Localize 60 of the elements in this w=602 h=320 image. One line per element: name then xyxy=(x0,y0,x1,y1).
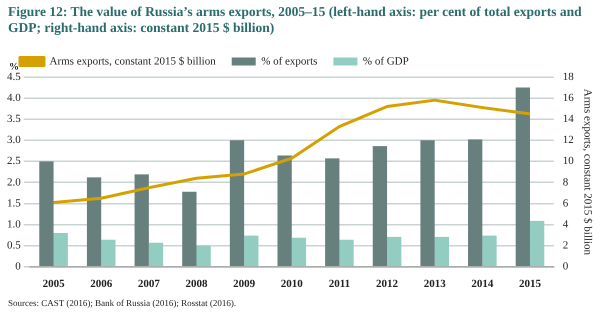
chart-title: Figure 12: The value of Russia’s arms exports, 2005–15 (left-hand axis: per cent of total exports and GDP; right-hand axis: constant 2015 $ billion) xyxy=(7,3,583,36)
bar xyxy=(292,238,306,266)
y-axis-title: % xyxy=(9,62,19,73)
y-tick-label: 4.0 xyxy=(7,92,22,104)
x-tick-label: 2007 xyxy=(138,278,160,290)
bar xyxy=(325,158,340,266)
bar xyxy=(54,233,68,266)
x-tick-label: 2010 xyxy=(280,278,304,290)
x-tick-label: 2005 xyxy=(42,278,66,290)
bar xyxy=(339,240,354,266)
bar xyxy=(230,140,244,266)
y-tick-label: 0 xyxy=(15,260,22,273)
bar xyxy=(482,236,497,266)
legend-label: Arms exports, constant 2015 $ billion xyxy=(50,55,216,68)
x-tick-label: 2009 xyxy=(233,278,256,290)
y2-tick-label: 2 xyxy=(562,240,568,252)
bar xyxy=(434,236,449,266)
x-tick-label: 2006 xyxy=(90,278,113,290)
y-tick-label: 3.5 xyxy=(7,113,22,126)
x-tick-label: 2015 xyxy=(518,278,542,290)
y2-tick-label: 6 xyxy=(562,197,569,210)
y2-tick-label: 0 xyxy=(562,260,569,273)
bar xyxy=(244,236,258,266)
y-tick-label: 0.5 xyxy=(7,240,22,252)
y-tick-label: 1.0 xyxy=(7,218,22,231)
y2-tick-label: 14 xyxy=(562,113,574,126)
x-tick-label: 2012 xyxy=(376,278,399,290)
y2-axis-title: Arms exports, constant 2015 $ billion xyxy=(582,88,594,256)
x-tick-label: 2014 xyxy=(471,278,494,290)
bar xyxy=(39,161,54,266)
bar xyxy=(182,192,196,266)
bar xyxy=(516,88,530,266)
bar xyxy=(196,246,211,266)
y2-tick-label: 4 xyxy=(562,218,569,231)
y2-tick-label: 16 xyxy=(562,92,574,104)
bar xyxy=(468,139,482,266)
bar xyxy=(277,155,292,266)
bar xyxy=(420,140,435,266)
bar xyxy=(134,174,149,266)
bar xyxy=(86,177,102,266)
y2-tick-label: 8 xyxy=(562,176,569,188)
y2-tick-label: 10 xyxy=(562,155,574,168)
bar xyxy=(148,242,164,266)
x-tick-label: 2011 xyxy=(328,278,350,290)
y-tick-label: 2.5 xyxy=(7,155,22,168)
y-tick-label: 1.5 xyxy=(7,197,22,210)
bar xyxy=(530,220,544,266)
bar xyxy=(387,236,402,266)
y2-tick-label: 12 xyxy=(562,134,574,146)
y2-tick-label: 18 xyxy=(562,70,574,83)
legend-label: % of GDP xyxy=(362,55,409,68)
legend-label: % of exports xyxy=(261,55,318,68)
source-note: Sources: CAST (2016); Bank of Russia (2016); Rosstat (2016). xyxy=(7,297,238,308)
y-tick-label: 2.0 xyxy=(7,176,22,188)
bar xyxy=(101,240,116,266)
x-tick-label: 2008 xyxy=(185,278,208,290)
bar xyxy=(372,146,388,266)
y-tick-label: 3.0 xyxy=(7,134,22,146)
x-tick-label: 2013 xyxy=(424,278,446,290)
y-tick-label: 4.5 xyxy=(7,70,22,83)
